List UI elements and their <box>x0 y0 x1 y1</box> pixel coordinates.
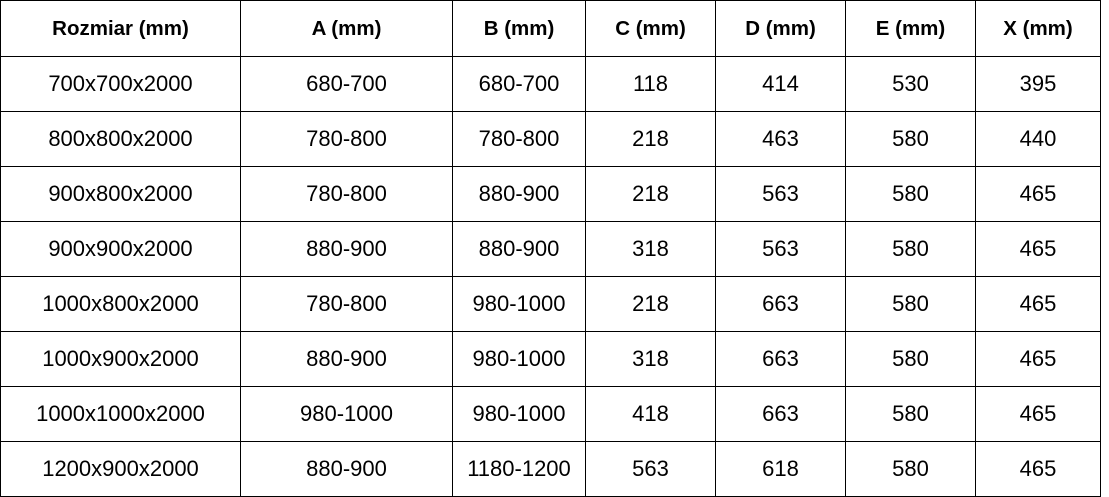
column-header-e: E (mm) <box>845 0 976 57</box>
cell-x: 465 <box>975 331 1101 387</box>
cell-x: 395 <box>975 56 1101 112</box>
table-row: 1000x1000x2000 980-1000 980-1000 418 663 580 4… <box>0 386 1101 442</box>
cell-a: 680-700 <box>240 56 453 112</box>
cell-e: 580 <box>845 276 976 332</box>
cell-c: 418 <box>585 386 716 442</box>
table-row: 1000x800x2000 780-800 980-1000 218 663 580 465 <box>0 276 1101 332</box>
cell-b: 680-700 <box>452 56 586 112</box>
cell-b: 980-1000 <box>452 331 586 387</box>
cell-b: 780-800 <box>452 111 586 167</box>
cell-size: 900x800x2000 <box>0 166 241 222</box>
cell-b: 980-1000 <box>452 386 586 442</box>
cell-b: 1180-1200 <box>452 441 586 497</box>
cell-size: 1000x900x2000 <box>0 331 241 387</box>
table-row: 900x900x2000 880-900 880-900 318 563 580 465 <box>0 221 1101 277</box>
cell-a: 880-900 <box>240 331 453 387</box>
cell-d: 563 <box>715 166 846 222</box>
table-row: 800x800x2000 780-800 780-800 218 463 580 440 <box>0 111 1101 167</box>
column-header-c: C (mm) <box>585 0 716 57</box>
column-header-b: B (mm) <box>452 0 586 57</box>
table-row: 1200x900x2000 880-900 1180-1200 563 618 580 46… <box>0 441 1101 497</box>
cell-e: 580 <box>845 111 976 167</box>
cell-a: 880-900 <box>240 441 453 497</box>
cell-d: 463 <box>715 111 846 167</box>
cell-size: 900x900x2000 <box>0 221 241 277</box>
cell-d: 663 <box>715 276 846 332</box>
cell-a: 780-800 <box>240 166 453 222</box>
cell-x: 465 <box>975 276 1101 332</box>
cell-a: 780-800 <box>240 111 453 167</box>
cell-a: 780-800 <box>240 276 453 332</box>
cell-x: 465 <box>975 441 1101 497</box>
table-row: 700x700x2000 680-700 680-700 118 414 530 395 <box>0 56 1101 112</box>
cell-b: 980-1000 <box>452 276 586 332</box>
cell-c: 318 <box>585 221 716 277</box>
cell-e: 580 <box>845 386 976 442</box>
table-header: Rozmiar (mm) A (mm) B (mm) C (mm) D (mm)… <box>0 0 1101 57</box>
cell-a: 880-900 <box>240 221 453 277</box>
cell-e: 580 <box>845 166 976 222</box>
cell-x: 465 <box>975 386 1101 442</box>
cell-size: 700x700x2000 <box>0 56 241 112</box>
cell-e: 580 <box>845 441 976 497</box>
cell-d: 663 <box>715 386 846 442</box>
cell-a: 980-1000 <box>240 386 453 442</box>
cell-c: 218 <box>585 276 716 332</box>
cell-c: 563 <box>585 441 716 497</box>
cell-x: 465 <box>975 221 1101 277</box>
cell-c: 218 <box>585 111 716 167</box>
cell-e: 530 <box>845 56 976 112</box>
cell-size: 1200x900x2000 <box>0 441 241 497</box>
cell-size: 800x800x2000 <box>0 111 241 167</box>
table-body: 700x700x2000 680-700 680-700 118 414 530 395 80… <box>0 56 1101 497</box>
table-header-row: Rozmiar (mm) A (mm) B (mm) C (mm) D (mm)… <box>0 0 1101 57</box>
column-header-size: Rozmiar (mm) <box>0 0 241 57</box>
cell-d: 663 <box>715 331 846 387</box>
cell-b: 880-900 <box>452 166 586 222</box>
cell-e: 580 <box>845 221 976 277</box>
column-header-x: X (mm) <box>975 0 1101 57</box>
cell-size: 1000x800x2000 <box>0 276 241 332</box>
cell-d: 618 <box>715 441 846 497</box>
column-header-d: D (mm) <box>715 0 846 57</box>
cell-size: 1000x1000x2000 <box>0 386 241 442</box>
cell-c: 318 <box>585 331 716 387</box>
cell-c: 118 <box>585 56 716 112</box>
cell-x: 440 <box>975 111 1101 167</box>
cell-c: 218 <box>585 166 716 222</box>
cell-e: 580 <box>845 331 976 387</box>
column-header-a: A (mm) <box>240 0 453 57</box>
table-row: 1000x900x2000 880-900 980-1000 318 663 580 465 <box>0 331 1101 387</box>
cell-b: 880-900 <box>452 221 586 277</box>
cell-d: 563 <box>715 221 846 277</box>
cell-x: 465 <box>975 166 1101 222</box>
table-row: 900x800x2000 780-800 880-900 218 563 580 465 <box>0 166 1101 222</box>
cell-d: 414 <box>715 56 846 112</box>
